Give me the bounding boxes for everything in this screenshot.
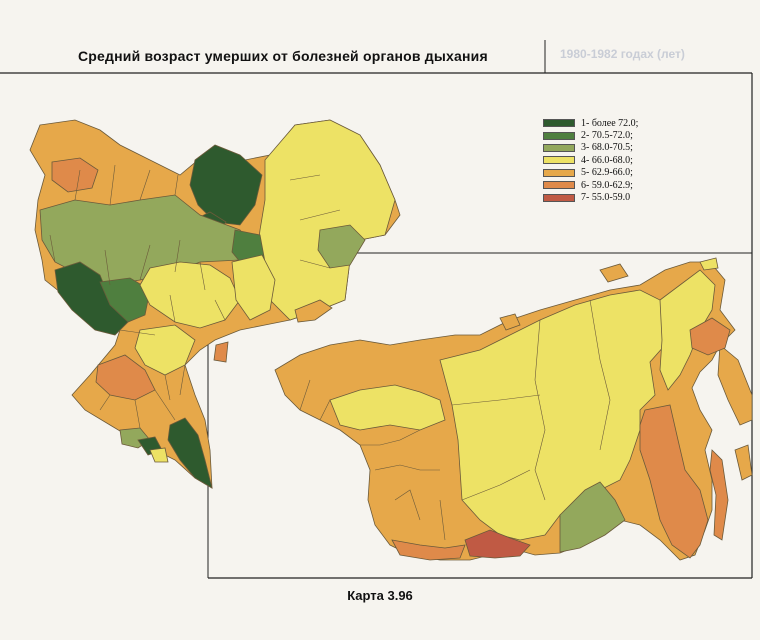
legend-item-1: 1- более 72.0; <box>543 117 638 129</box>
legend-swatch-3 <box>543 143 575 152</box>
legend-swatch-2 <box>543 131 575 140</box>
legend-item-7: 7- 55.0-59.0 <box>543 191 638 203</box>
region-fareast-red <box>639 404 709 559</box>
region-south-red <box>391 539 466 561</box>
legend-swatch-7 <box>543 193 575 202</box>
legend-label-7: 7- 55.0-59.0 <box>581 192 631 204</box>
island-sakhalin <box>709 449 729 541</box>
asia-internal-borders <box>299 299 611 541</box>
legend-item-3: 3- 68.0-70.5; <box>543 142 638 154</box>
region-sw-red <box>95 354 156 401</box>
map-legend: 1- более 72.0; 2- 70.5-72.0; 3- 68.0-70.… <box>543 117 638 204</box>
island-novaya-zemlya <box>294 299 333 323</box>
region-tuva-red <box>464 529 531 559</box>
legend-item-4: 4- 66.0-68.0; <box>543 154 638 166</box>
european-part <box>29 119 401 489</box>
island-wrangel <box>699 257 719 271</box>
island-kuril <box>734 444 753 481</box>
region-siberia-yellow <box>439 289 673 541</box>
region-east-green <box>317 224 366 269</box>
legend-swatch-5 <box>543 168 575 177</box>
region-nw-red <box>51 157 99 193</box>
island-west-small <box>213 341 229 363</box>
region-north-yellow <box>254 119 396 321</box>
region-chukotka-red <box>689 317 731 356</box>
legend-swatch-4 <box>543 156 575 165</box>
region-karelia <box>189 144 263 226</box>
region-west-darkgreen <box>54 261 131 336</box>
asian-part <box>213 257 753 561</box>
legend-label-2: 2- 70.5-72.0; <box>581 130 633 142</box>
bleed-through-text: 1980-1982 годах (лет) <box>560 47 685 61</box>
map-caption: Карта 3.96 <box>347 588 413 603</box>
map-title: Средний возраст умерших от болезней орга… <box>78 48 488 64</box>
region-south-yellow <box>134 324 196 376</box>
legend-label-5: 5- 62.9-66.0; <box>581 167 633 179</box>
legend-label-4: 4- 66.0-68.0; <box>581 154 633 166</box>
legend-item-2: 2- 70.5-72.0; <box>543 129 638 141</box>
legend-label-1: 1- более 72.0; <box>581 117 639 129</box>
region-caucasus-yellow <box>149 447 169 463</box>
europe-internal-borders <box>49 164 341 429</box>
island-nsi <box>599 263 629 283</box>
legend-item-6: 6- 59.0-62.9; <box>543 179 638 191</box>
legend-label-6: 6- 59.0-62.9; <box>581 179 633 191</box>
region-kamchatka <box>717 344 753 426</box>
region-west-green <box>99 277 151 323</box>
inset-frame <box>207 252 752 578</box>
region-ural-yellow <box>329 384 446 431</box>
region-volga-yellow <box>231 254 276 321</box>
legend-item-5: 5- 62.9-66.0; <box>543 167 638 179</box>
legend-swatch-6 <box>543 181 575 190</box>
region-baikal-green <box>559 481 626 553</box>
legend-label-3: 3- 68.0-70.5; <box>581 142 633 154</box>
region-caucasus-darkgreen <box>167 417 213 489</box>
legend-swatch-1 <box>543 119 575 128</box>
island-severnaya <box>499 313 521 331</box>
